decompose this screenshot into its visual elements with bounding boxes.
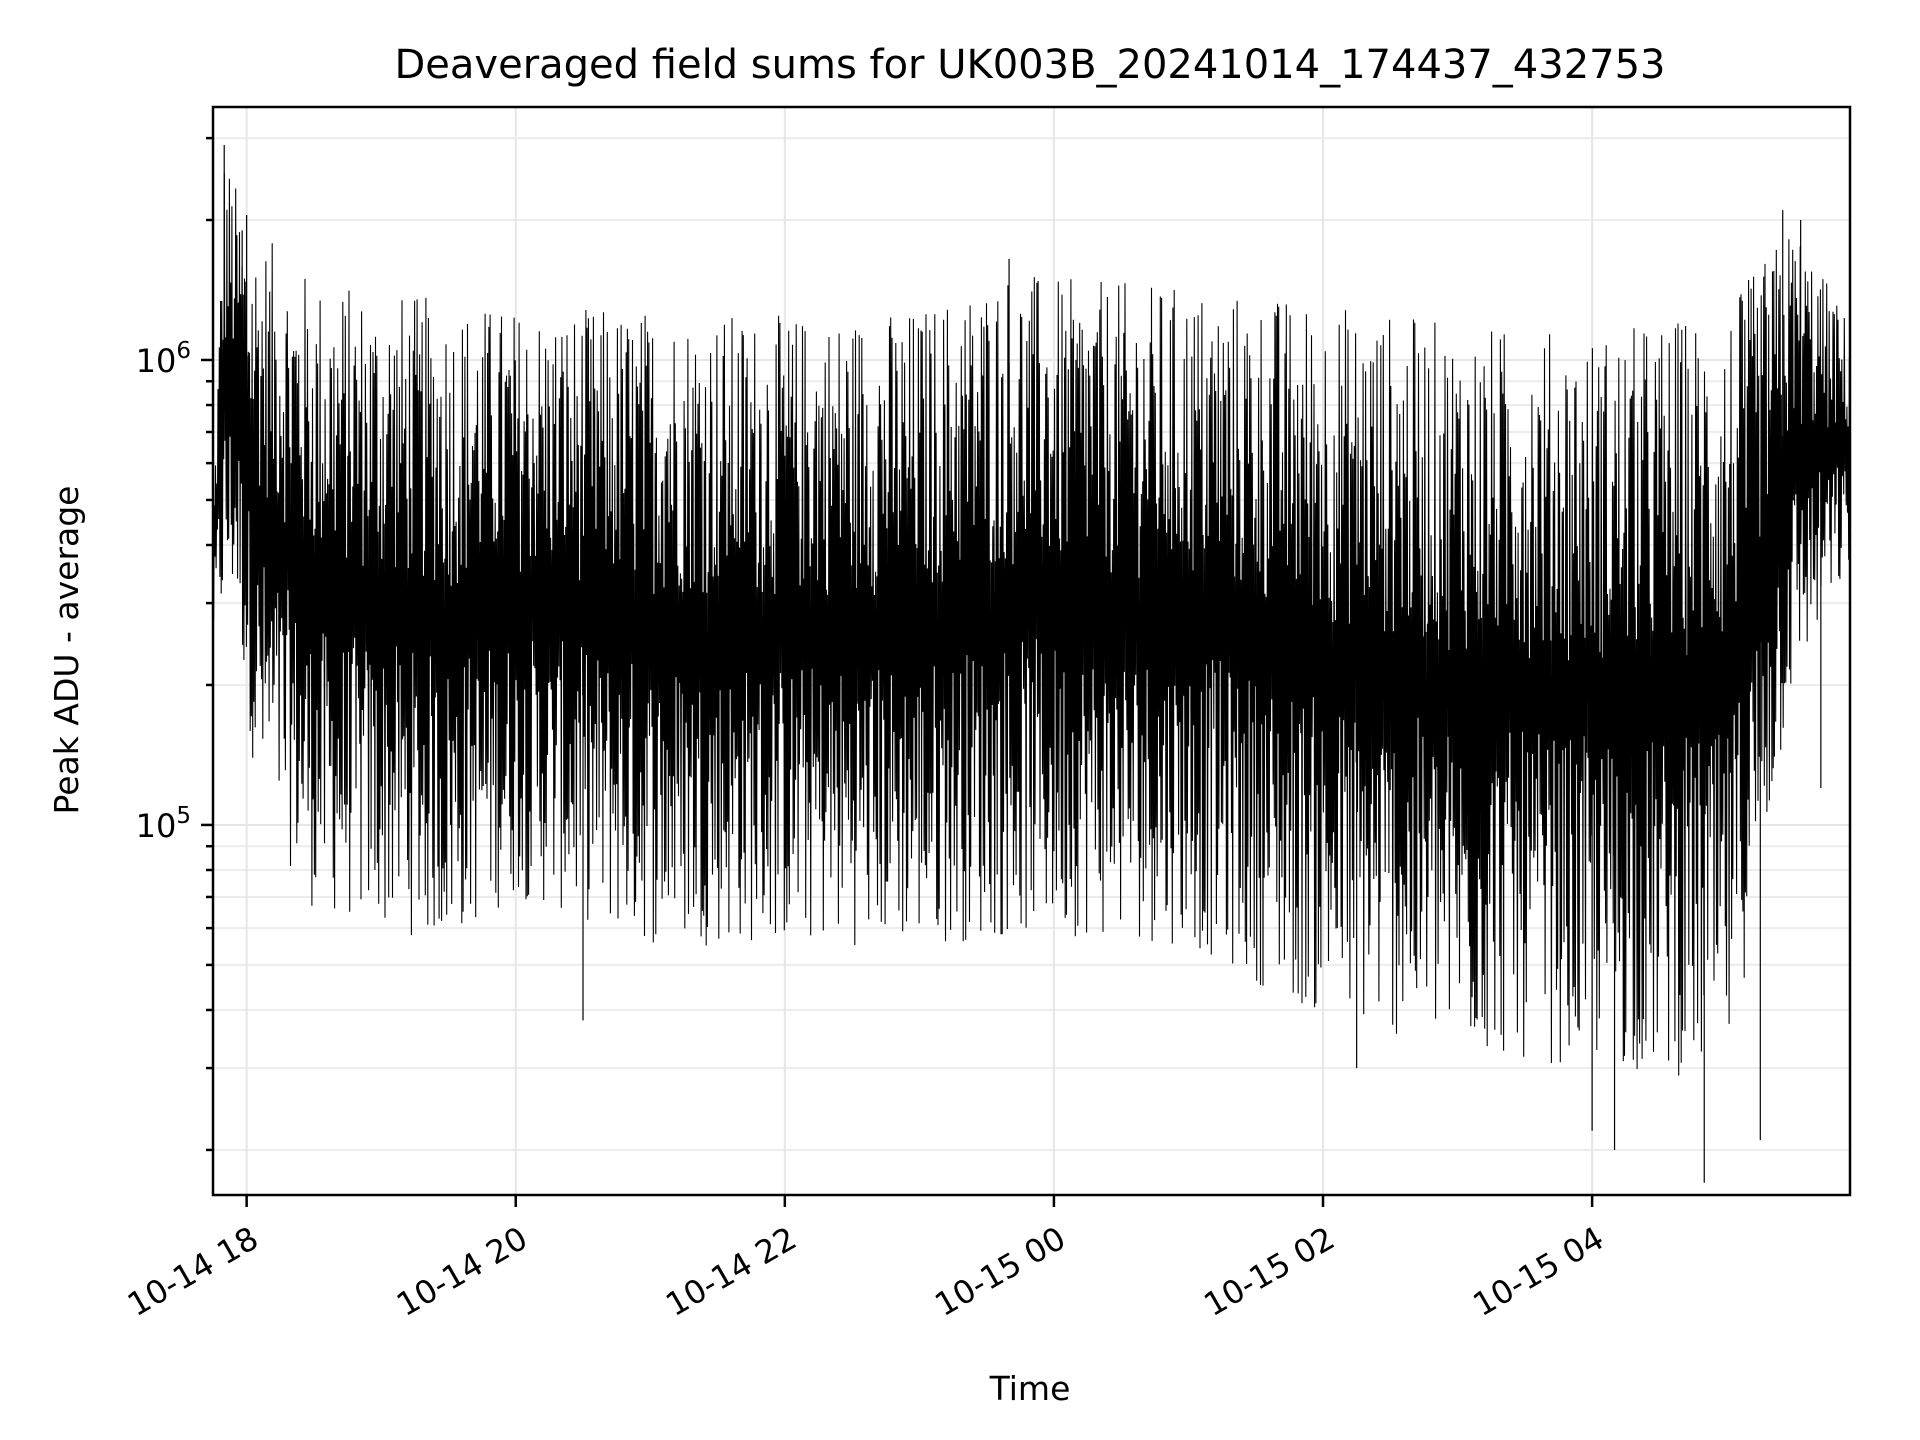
x-tick-label: 10-14 18 xyxy=(121,1219,265,1324)
y-tick-label: 105 xyxy=(136,803,191,845)
y-axis: 105 106 xyxy=(136,136,213,1152)
y-axis-label: Peak ADU - average xyxy=(47,486,86,815)
x-tick-label: 10-15 02 xyxy=(1197,1219,1341,1324)
x-axis: 10-14 18 10-14 20 10-14 22 10-15 00 10-15 02… xyxy=(121,1195,1610,1324)
chart-title: Deaveraged field sums for UK003B_2024101… xyxy=(395,42,1666,88)
x-tick-label: 10-14 20 xyxy=(390,1219,534,1324)
y-tick-label: 106 xyxy=(136,338,191,380)
x-axis-label: Time xyxy=(989,1369,1071,1408)
x-tick-label: 10-15 00 xyxy=(928,1219,1072,1324)
series-line xyxy=(212,144,1851,1183)
data-line xyxy=(212,172,1851,1076)
plot-frame xyxy=(211,105,1852,1197)
x-tick-label: 10-14 22 xyxy=(659,1219,803,1324)
x-tick-label: 10-15 04 xyxy=(1467,1219,1611,1324)
